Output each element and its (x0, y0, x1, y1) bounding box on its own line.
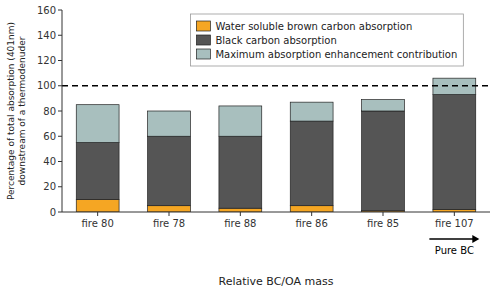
legend: Water soluble brown carbon absorption Bla… (190, 14, 463, 66)
y-tick (58, 10, 62, 11)
x-tick-label: fire 85 (367, 218, 399, 229)
y-tick-label: 100 (37, 80, 56, 91)
x-tick-label: fire 86 (296, 218, 328, 229)
y-tick (58, 35, 62, 36)
x-tick-label: fire 107 (435, 218, 474, 229)
bar-segment (148, 136, 191, 205)
legend-box (190, 14, 463, 66)
reference-line (62, 85, 490, 87)
bar-segment (290, 102, 333, 121)
bar-segment (76, 199, 119, 212)
y-tick-label: 160 (37, 5, 56, 16)
y-tick (58, 85, 62, 86)
bar-segment (148, 206, 191, 212)
legend-swatch (196, 21, 210, 31)
y-tick-label: 0 (50, 207, 56, 218)
annotation-text: Pure BC (435, 245, 474, 256)
x-tick (383, 212, 384, 216)
bar-segment (290, 206, 333, 212)
x-axis-label: Relative BC/OA mass (218, 275, 333, 288)
x-tick (240, 212, 241, 216)
bar-segment (76, 105, 119, 143)
bar-segment (362, 100, 405, 111)
arrow-shaft (429, 238, 473, 240)
bar-segment (148, 111, 191, 136)
y-tick-label: 120 (37, 55, 56, 66)
y-tick-label: 40 (43, 156, 56, 167)
bar-segment (76, 143, 119, 200)
bar-segment (219, 106, 262, 136)
x-tick (454, 212, 455, 216)
y-axis-label: Percentage of total absorption (401nm)do… (6, 22, 27, 200)
legend-swatch (196, 49, 210, 59)
x-tick-label: fire 88 (224, 218, 256, 229)
y-tick (58, 111, 62, 112)
y-tick-label: 20 (43, 181, 56, 192)
y-tick-label: 140 (37, 30, 56, 41)
x-tick-label: fire 78 (153, 218, 185, 229)
legend-label: Water soluble brown carbon absorption (215, 21, 412, 32)
legend-label: Maximum absorption enhancement contribut… (215, 49, 457, 60)
x-tick (97, 212, 98, 216)
y-axis-label-line: downstream of a thermodenuder (17, 36, 27, 185)
chart: 0 20 40 60 80 100 120 140 160 fire 80 fire 78 fire … (0, 0, 500, 293)
legend-label: Black carbon absorption (215, 35, 336, 46)
bar-segment (290, 121, 333, 206)
legend-swatch (196, 35, 210, 45)
x-tick (311, 212, 312, 216)
y-tick (58, 186, 62, 187)
bar-segment (433, 95, 476, 210)
bar-segment (219, 136, 262, 208)
x-tick-label: fire 80 (82, 218, 114, 229)
y-tick (58, 136, 62, 137)
x-tick (169, 212, 170, 216)
annotation-arrow (429, 235, 479, 243)
bars (62, 78, 490, 212)
x-axis-line (62, 212, 490, 213)
arrow-head (472, 235, 479, 243)
bar-segment (362, 111, 405, 211)
bar-segment (219, 208, 262, 212)
y-tick-label: 80 (43, 106, 56, 117)
y-tick (58, 212, 62, 213)
y-axis-label-line: Percentage of total absorption (401nm) (6, 22, 16, 200)
y-tick (58, 161, 62, 162)
y-tick-label: 60 (43, 131, 56, 142)
y-tick (58, 60, 62, 61)
